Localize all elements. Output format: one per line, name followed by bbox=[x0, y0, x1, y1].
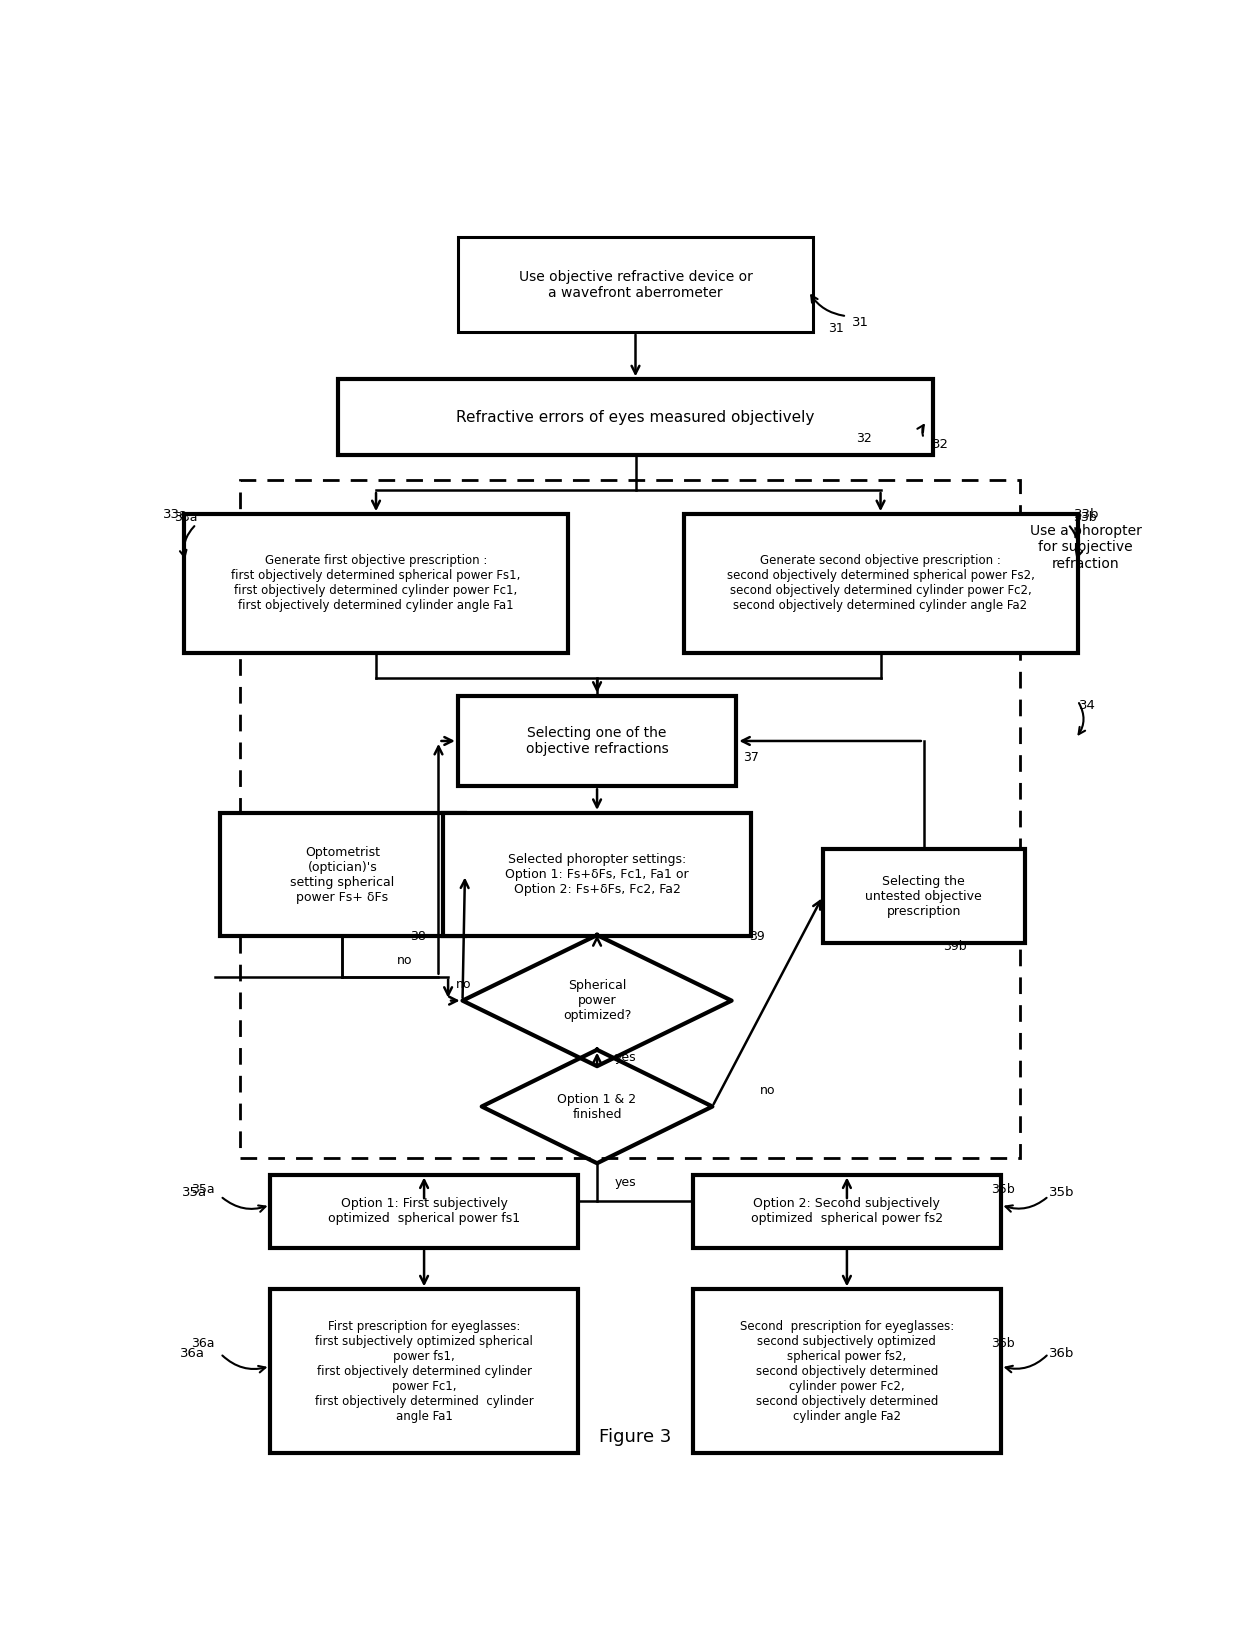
FancyBboxPatch shape bbox=[458, 237, 813, 332]
Text: 31: 31 bbox=[828, 322, 843, 336]
Text: Option 1 & 2
finished: Option 1 & 2 finished bbox=[558, 1092, 636, 1120]
FancyBboxPatch shape bbox=[693, 1175, 1001, 1247]
Text: 35b: 35b bbox=[991, 1184, 1014, 1197]
Text: 31: 31 bbox=[852, 316, 869, 329]
Text: 36b: 36b bbox=[1049, 1347, 1074, 1360]
Text: 39: 39 bbox=[749, 930, 765, 943]
FancyBboxPatch shape bbox=[458, 696, 737, 786]
FancyBboxPatch shape bbox=[337, 380, 934, 455]
Text: no: no bbox=[397, 954, 413, 967]
Text: no: no bbox=[456, 977, 471, 990]
Text: First prescription for eyeglasses:
first subjectively optimized spherical
power : First prescription for eyeglasses: first… bbox=[315, 1319, 533, 1423]
Text: Generate second objective prescription :
second objectively determined spherical: Generate second objective prescription :… bbox=[727, 555, 1034, 612]
Text: 36a: 36a bbox=[180, 1347, 205, 1360]
Text: Selecting the
untested objective
prescription: Selecting the untested objective prescri… bbox=[866, 874, 982, 917]
Text: 32: 32 bbox=[857, 432, 872, 445]
Text: Selecting one of the
objective refractions: Selecting one of the objective refractio… bbox=[526, 725, 668, 756]
Text: Option 2: Second subjectively
optimized  spherical power fs2: Option 2: Second subjectively optimized … bbox=[751, 1197, 942, 1224]
Text: Use objective refractive device or
a wavefront aberrometer: Use objective refractive device or a wav… bbox=[518, 270, 753, 300]
Text: 33b: 33b bbox=[1074, 507, 1099, 521]
Text: 35a: 35a bbox=[191, 1184, 216, 1197]
Text: Second  prescription for eyeglasses:
second subjectively optimized
spherical pow: Second prescription for eyeglasses: seco… bbox=[740, 1319, 954, 1423]
Text: Option 1: First subjectively
optimized  spherical power fs1: Option 1: First subjectively optimized s… bbox=[329, 1197, 520, 1224]
Text: 36a: 36a bbox=[191, 1337, 215, 1351]
Text: 32: 32 bbox=[931, 439, 949, 452]
FancyBboxPatch shape bbox=[823, 848, 1024, 943]
FancyBboxPatch shape bbox=[444, 814, 751, 936]
Text: Refractive errors of eyes measured objectively: Refractive errors of eyes measured objec… bbox=[456, 409, 815, 424]
FancyBboxPatch shape bbox=[184, 514, 568, 653]
Text: Selected phoropter settings:
Option 1: Fs+δFs, Fc1, Fa1 or
Option 2: Fs+δFs, Fc2: Selected phoropter settings: Option 1: F… bbox=[505, 853, 689, 895]
Text: 33a: 33a bbox=[174, 511, 197, 524]
Text: yes: yes bbox=[614, 1175, 636, 1188]
Text: 33b: 33b bbox=[1073, 511, 1096, 524]
Text: Optometrist
(optician)'s
setting spherical
power Fs+ δFs: Optometrist (optician)'s setting spheric… bbox=[290, 846, 394, 904]
Text: yes: yes bbox=[614, 1051, 636, 1064]
Text: 37: 37 bbox=[743, 751, 759, 764]
FancyBboxPatch shape bbox=[270, 1175, 578, 1247]
Text: 39b: 39b bbox=[942, 940, 967, 953]
Text: 35b: 35b bbox=[1049, 1185, 1074, 1198]
FancyBboxPatch shape bbox=[219, 814, 465, 936]
Text: 38: 38 bbox=[409, 930, 425, 943]
FancyBboxPatch shape bbox=[693, 1290, 1001, 1454]
Text: no: no bbox=[760, 1084, 775, 1097]
FancyBboxPatch shape bbox=[270, 1290, 578, 1454]
Text: 34: 34 bbox=[1080, 699, 1096, 712]
FancyBboxPatch shape bbox=[683, 514, 1078, 653]
Text: Generate first objective prescription :
first objectively determined spherical p: Generate first objective prescription : … bbox=[232, 555, 521, 612]
Text: 36b: 36b bbox=[991, 1337, 1014, 1351]
Text: 35a: 35a bbox=[182, 1185, 207, 1198]
Text: Use a phoropter
for subjective
refraction: Use a phoropter for subjective refractio… bbox=[1029, 524, 1141, 571]
Text: Spherical
power
optimized?: Spherical power optimized? bbox=[563, 979, 631, 1021]
Text: 33a: 33a bbox=[162, 507, 187, 521]
Text: Figure 3: Figure 3 bbox=[599, 1427, 672, 1445]
